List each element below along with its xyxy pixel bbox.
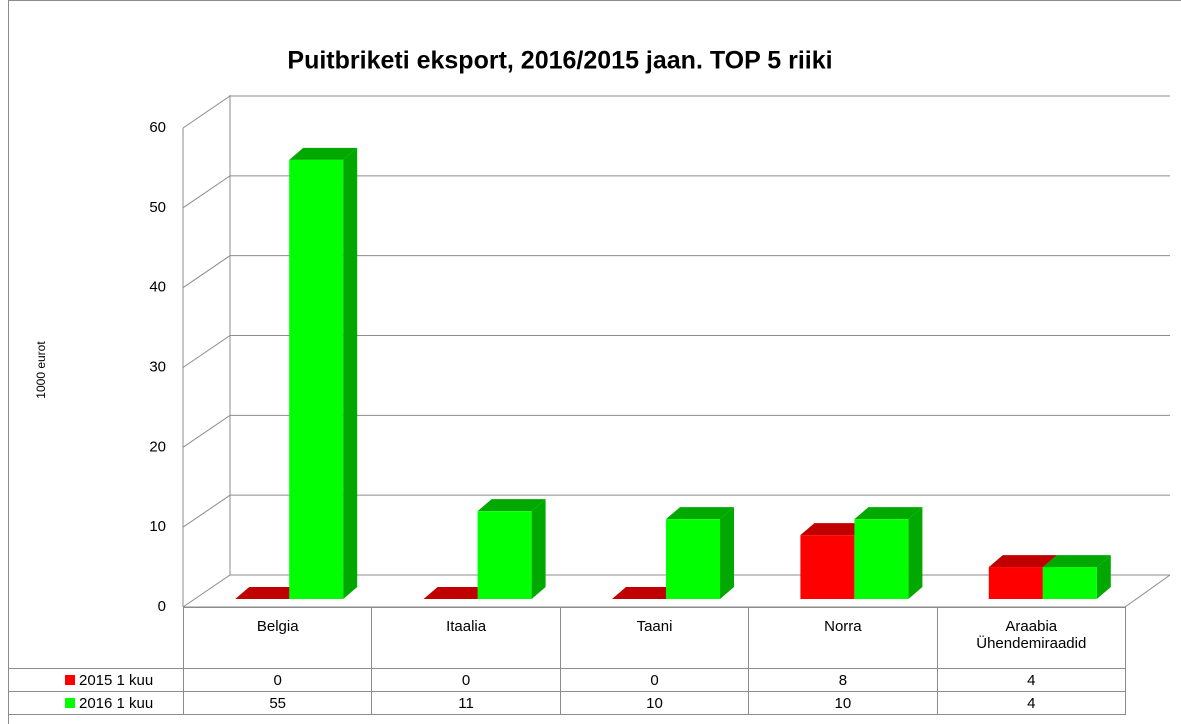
category-label: Itaalia xyxy=(446,618,487,635)
table-legend: 2015 1 kuu xyxy=(8,668,184,692)
bar-side xyxy=(1096,555,1111,599)
legend-label: 2016 1 kuu xyxy=(79,694,154,712)
table-category: Itaalia xyxy=(371,607,561,669)
grid-line xyxy=(182,255,1170,289)
category-label: Belgia xyxy=(256,618,299,635)
bar xyxy=(800,535,855,599)
bar-side xyxy=(343,147,358,599)
bar-top xyxy=(988,555,1057,568)
bar-top xyxy=(477,499,546,512)
bar-top xyxy=(800,523,869,536)
y-tick-label: 30 xyxy=(149,358,166,375)
table-value: 8 xyxy=(748,668,938,692)
bar-side xyxy=(531,499,546,599)
bar xyxy=(1042,567,1097,599)
category-label: Norra xyxy=(824,618,862,635)
y-tick-label: 40 xyxy=(149,279,166,296)
grid-line xyxy=(182,494,1170,528)
category-label: Araabia Ühendemiraadid xyxy=(976,618,1087,652)
y-tick-label: 10 xyxy=(149,518,166,535)
bar-top xyxy=(612,587,680,599)
grid-line xyxy=(182,95,1170,129)
table-category: Araabia Ühendemiraadid xyxy=(936,607,1126,669)
y-tick-label: 20 xyxy=(149,438,166,455)
grid-line xyxy=(182,175,1170,209)
bar-top xyxy=(854,507,923,520)
table-legend: 2016 1 kuu xyxy=(8,691,184,715)
bar-top xyxy=(289,147,358,160)
bar-top xyxy=(666,507,734,520)
table-value: 4 xyxy=(936,668,1126,692)
table-category: Belgia xyxy=(183,607,373,669)
table-value: 0 xyxy=(183,668,373,692)
table-value: 10 xyxy=(559,691,750,715)
legend-label: 2015 1 kuu xyxy=(79,671,154,689)
y-tick-label: 60 xyxy=(149,119,166,136)
bar xyxy=(289,159,344,599)
bar xyxy=(854,519,909,599)
table-value: 0 xyxy=(559,668,750,692)
table-value: 0 xyxy=(371,668,561,692)
bar xyxy=(666,519,720,599)
category-label: Taani xyxy=(636,618,673,635)
chart-border xyxy=(8,0,1181,724)
bar xyxy=(477,511,532,599)
y-axis-label: 1000 eurot xyxy=(34,341,48,399)
legend-key xyxy=(65,675,75,685)
bar xyxy=(988,567,1043,599)
y-tick-label: 50 xyxy=(149,199,166,216)
table-value: 55 xyxy=(183,691,373,715)
bar-top xyxy=(1042,555,1111,568)
bar-side xyxy=(720,507,734,599)
table-value: 11 xyxy=(371,691,561,715)
table-category: Taani xyxy=(559,607,750,669)
table-value: 10 xyxy=(748,691,938,715)
grid-line xyxy=(182,414,1170,448)
grid-line xyxy=(182,335,1170,368)
bar-top xyxy=(235,587,304,599)
bar-side xyxy=(908,507,923,599)
legend-key xyxy=(65,698,75,708)
bar-top xyxy=(423,587,492,599)
table-category: Norra xyxy=(748,607,938,669)
table-value: 4 xyxy=(936,691,1126,715)
chart-title: Puitbriketi eksport, 2016/2015 jaan. TOP… xyxy=(287,47,832,75)
y-tick-label: 0 xyxy=(158,598,166,615)
